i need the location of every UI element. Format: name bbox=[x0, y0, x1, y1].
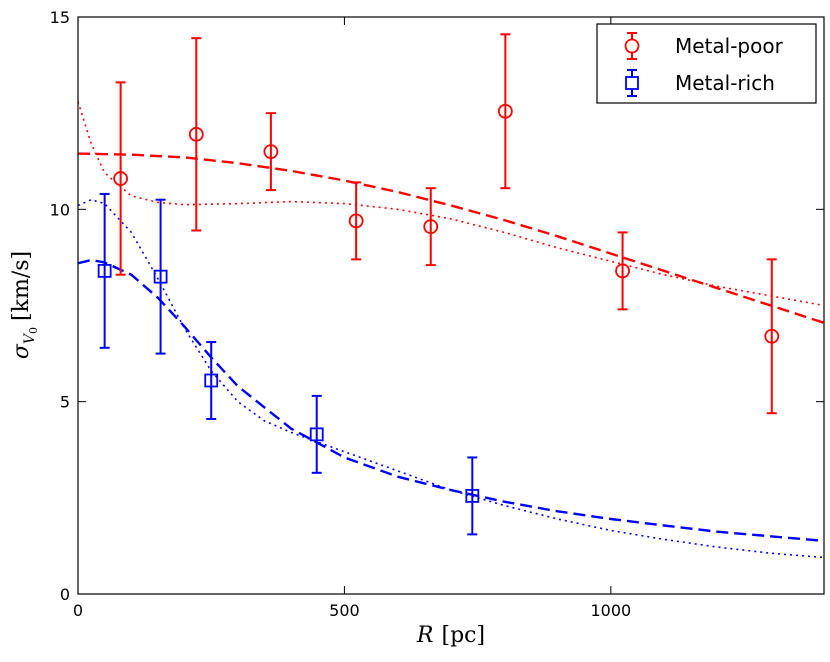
legend-marker-metal-rich bbox=[625, 76, 639, 90]
y-axis-label: σV0 [km/s] bbox=[9, 251, 40, 359]
marker-circle bbox=[423, 219, 439, 235]
marker-circle bbox=[263, 144, 279, 160]
marker-circle bbox=[615, 263, 630, 279]
y-axis-variable: σ bbox=[9, 343, 34, 359]
legend-entry-metal-poor: Metal-poor bbox=[624, 32, 784, 60]
marker-circle bbox=[188, 126, 204, 142]
y-tick-label: 10 bbox=[50, 200, 70, 219]
data-point-metal-poor bbox=[188, 37, 204, 232]
marker-square bbox=[97, 263, 112, 278]
legend-label-metal-rich: Metal-rich bbox=[675, 71, 775, 95]
axis-ticks: 0 500 1000 0 5 10 15 bbox=[50, 8, 824, 620]
dashed-model-metal-rich bbox=[78, 258, 824, 543]
data-point-metal-rich bbox=[309, 394, 324, 474]
x-tick-label: 0 bbox=[73, 601, 83, 620]
legend: Metal-poor Metal-rich bbox=[596, 23, 817, 104]
marker-square bbox=[309, 427, 324, 442]
data-point-metal-poor bbox=[423, 187, 439, 267]
y-axis-subsubscript: 0 bbox=[27, 327, 40, 334]
data-points bbox=[97, 33, 780, 536]
marker-square bbox=[465, 489, 480, 503]
x-axis-variable: R bbox=[416, 623, 434, 648]
data-point-metal-poor bbox=[615, 231, 630, 311]
data-point-metal-poor bbox=[497, 33, 513, 190]
marker-circle bbox=[113, 171, 129, 186]
y-axis-unit: [km/s] bbox=[9, 251, 34, 321]
y-tick-label: 0 bbox=[60, 585, 70, 604]
x-tick-label: 500 bbox=[329, 601, 360, 620]
y-tick-label: 15 bbox=[50, 8, 70, 27]
marker-square bbox=[204, 373, 219, 388]
marker-circle bbox=[764, 328, 780, 344]
model-curves bbox=[78, 101, 824, 559]
dashed-model-metal-poor bbox=[78, 152, 824, 324]
data-point-metal-rich bbox=[153, 198, 168, 355]
x-axis-label: R [pc] bbox=[416, 623, 485, 648]
y-axis-subscript: V bbox=[22, 332, 38, 344]
marker-circle bbox=[497, 103, 513, 119]
marker-circle bbox=[348, 213, 364, 229]
x-axis-unit: [pc] bbox=[442, 623, 486, 648]
data-point-metal-rich bbox=[97, 192, 112, 349]
data-point-metal-poor bbox=[113, 81, 129, 276]
plot-frame bbox=[77, 16, 825, 595]
legend-entry-metal-rich: Metal-rich bbox=[625, 69, 775, 97]
data-point-metal-poor bbox=[348, 181, 364, 261]
y-tick-label: 5 bbox=[60, 393, 70, 412]
data-point-metal-rich bbox=[204, 341, 219, 420]
data-point-metal-poor bbox=[764, 258, 780, 415]
marker-square bbox=[153, 269, 168, 284]
dotted-model-metal-rich bbox=[78, 198, 824, 559]
legend-label-metal-poor: Metal-poor bbox=[675, 34, 784, 58]
data-point-metal-rich bbox=[465, 456, 480, 536]
x-tick-label: 1000 bbox=[590, 601, 631, 620]
legend-marker-metal-poor bbox=[624, 38, 640, 54]
data-point-metal-poor bbox=[263, 112, 279, 192]
